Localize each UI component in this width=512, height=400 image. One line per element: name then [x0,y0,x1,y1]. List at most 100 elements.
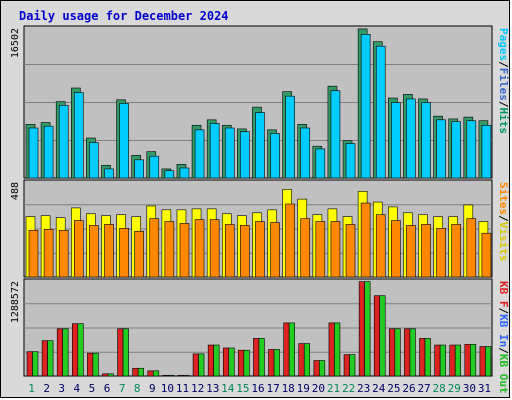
bar-kbout-day-11 [183,374,190,377]
bar-kbf-day-29 [449,344,456,377]
bar-files-day-29 [451,121,462,179]
bar-kbout-day-13 [213,344,220,377]
legend-kbytes: KB F/KB In/KB Out [497,281,510,394]
bar-kbf-day-2 [41,340,48,377]
day-label-8: 8 [134,382,141,395]
bar-sites-day-3 [58,229,69,278]
bar-files-day-5 [89,142,99,179]
bar-kbout-day-28 [439,344,446,377]
ytick-max-hits: 16502 [10,28,21,58]
bar-sites-day-21 [330,221,341,278]
bar-kbf-day-30 [464,343,471,377]
bar-kbout-day-10 [168,374,175,377]
day-label-15: 15 [236,382,249,395]
bar-kbout-day-1 [32,351,39,377]
bar-kbout-day-7 [122,328,129,377]
bar-files-day-28 [436,119,446,179]
day-label-5: 5 [89,382,96,395]
bar-sites-day-22 [345,224,356,278]
day-label-14: 14 [221,382,235,395]
bar-files-day-12 [194,129,205,179]
bar-files-day-17 [270,133,280,179]
bar-files-day-26 [406,98,416,179]
bar-kbout-day-30 [470,343,477,377]
bar-sites-day-1 [28,229,39,278]
bar-sites-day-4 [73,220,84,278]
bar-files-day-13 [209,123,220,179]
bar-kbout-day-3 [62,328,69,377]
bar-files-day-8 [134,159,144,179]
bar-kbf-day-22 [343,354,350,377]
legend-separator: / [497,101,510,108]
bar-kbout-day-6 [107,373,114,377]
ytick-max-visits: 488 [10,182,21,200]
day-label-13: 13 [206,382,219,395]
day-label-22: 22 [342,382,355,395]
bar-files-day-24 [375,45,386,179]
bar-files-day-7 [119,103,129,179]
bar-kbout-day-23 [364,281,371,377]
bar-kbout-day-24 [379,295,386,377]
bar-files-day-18 [285,95,295,179]
bar-sites-day-7 [119,228,129,278]
chart-title: Daily usage for December 2024 [19,9,229,23]
bar-kbout-day-16 [258,338,265,377]
bar-files-day-27 [421,102,431,179]
bar-kbf-day-9 [147,370,154,377]
bar-kbout-day-2 [47,340,54,377]
bar-kbf-day-12 [192,353,199,377]
bar-sites-day-30 [466,218,477,278]
bar-kbf-day-14 [222,347,230,377]
legend-item-files: Files [497,68,510,101]
bar-sites-day-25 [391,220,401,278]
bar-kbout-day-17 [273,349,280,377]
bar-sites-day-29 [451,224,462,278]
bar-kbf-day-19 [298,343,305,377]
bar-files-day-11 [179,167,190,179]
legend-item-kb-f: KB F [497,281,510,308]
bar-kbout-day-19 [303,343,311,377]
bar-sites-day-2 [43,229,54,278]
bar-sites-day-11 [179,223,190,278]
legend-separator: / [497,347,510,354]
day-label-10: 10 [161,382,174,395]
day-label-28: 28 [433,382,446,395]
day-label-1: 1 [28,382,35,395]
day-label-20: 20 [312,382,325,395]
bar-kbf-day-28 [434,344,441,377]
bar-kbf-day-16 [253,338,260,377]
bar-kbf-day-3 [56,328,63,377]
bar-kbout-day-22 [349,354,356,377]
bar-kbf-day-11 [177,374,184,377]
bar-sites-day-27 [421,224,431,278]
bar-sites-day-13 [209,219,220,278]
bar-sites-day-5 [89,225,99,278]
day-label-3: 3 [58,382,65,395]
legend-item-sites: Sites [497,182,510,215]
bar-kbf-day-26 [404,328,411,377]
bar-files-day-30 [466,120,477,179]
bar-kbout-day-8 [137,367,144,377]
day-label-7: 7 [119,382,126,395]
day-label-27: 27 [417,382,430,395]
legend-visits: Sites/Visits [497,182,510,262]
bar-files-day-1 [28,127,39,179]
bar-kbf-day-17 [268,349,275,377]
bar-kbf-day-8 [132,367,139,377]
bar-files-day-2 [43,125,54,179]
bar-kbout-day-31 [485,346,492,377]
day-label-17: 17 [266,382,279,395]
bar-files-day-14 [224,127,235,179]
day-label-29: 29 [448,382,461,395]
day-label-19: 19 [297,382,310,395]
legend-separator: / [497,215,510,222]
bar-files-day-25 [391,102,401,179]
bar-kbf-day-6 [102,373,109,377]
bar-files-day-16 [255,112,265,179]
day-label-18: 18 [282,382,295,395]
bar-kbf-day-4 [71,323,79,377]
bar-sites-day-18 [285,203,295,278]
bar-sites-day-20 [315,221,326,278]
bar-sites-day-31 [481,232,492,278]
